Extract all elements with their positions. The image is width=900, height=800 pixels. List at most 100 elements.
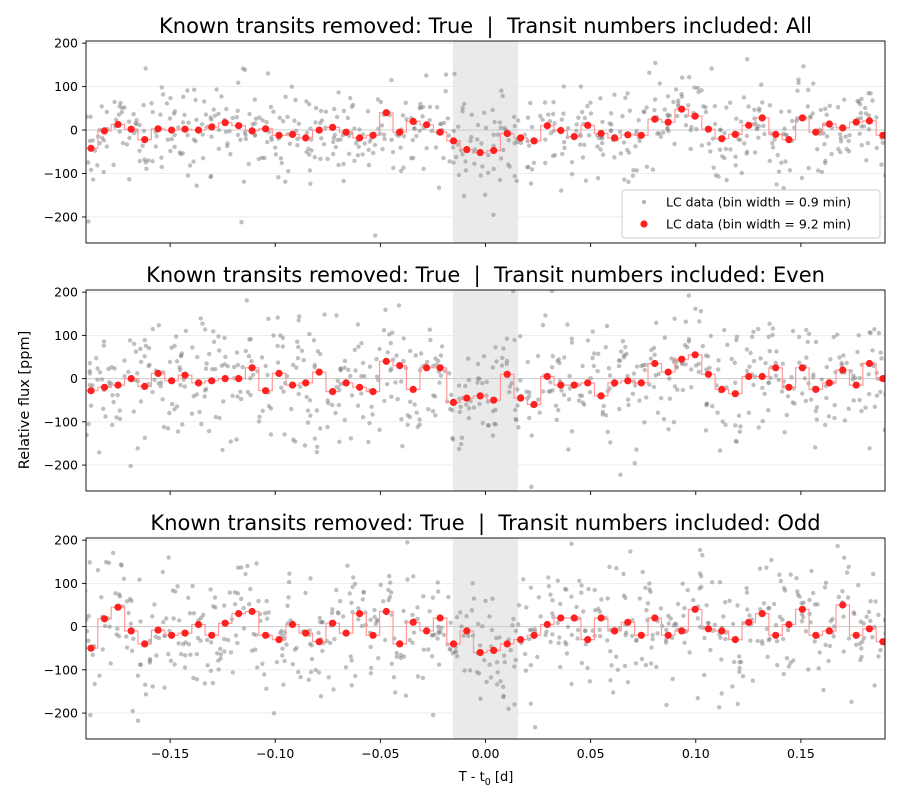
raw-data-point — [257, 115, 262, 120]
raw-data-point — [241, 605, 246, 611]
raw-data-point — [413, 353, 418, 358]
raw-data-point — [466, 377, 472, 383]
binned-data-point — [315, 126, 323, 134]
raw-data-point — [525, 359, 530, 365]
raw-data-point — [836, 594, 841, 600]
raw-data-point — [95, 163, 100, 168]
raw-data-point — [248, 376, 253, 381]
raw-data-point — [682, 605, 687, 611]
raw-data-point — [101, 339, 107, 344]
raw-data-point — [543, 137, 548, 142]
raw-data-point — [758, 356, 763, 361]
raw-data-point — [761, 601, 767, 606]
raw-data-point — [767, 349, 772, 354]
y-tick-label: −200 — [44, 706, 78, 721]
raw-data-point — [475, 122, 481, 128]
raw-data-point — [160, 569, 165, 575]
raw-data-point — [97, 673, 102, 678]
raw-data-point — [637, 138, 642, 144]
raw-data-point — [710, 404, 715, 409]
raw-data-point — [193, 139, 198, 144]
raw-data-point — [308, 413, 313, 418]
raw-data-point — [118, 100, 123, 106]
raw-data-point — [365, 109, 371, 114]
raw-data-point — [307, 168, 313, 173]
raw-data-point — [385, 350, 390, 355]
raw-data-point — [474, 669, 480, 675]
raw-data-point — [146, 345, 152, 351]
raw-data-point — [703, 428, 709, 433]
raw-data-point — [436, 185, 442, 190]
raw-data-point — [752, 107, 757, 113]
raw-data-point — [292, 118, 297, 123]
raw-data-point — [550, 354, 555, 359]
raw-data-point — [138, 399, 144, 404]
raw-data-point — [393, 690, 398, 695]
raw-data-point — [253, 116, 259, 121]
x-tick-label: 0.00 — [472, 746, 500, 761]
raw-data-point — [536, 595, 541, 600]
raw-data-point — [263, 363, 268, 369]
binned-data-point — [798, 364, 807, 372]
raw-data-point — [243, 571, 248, 577]
binned-data-point — [691, 351, 699, 359]
raw-data-point — [336, 402, 342, 408]
raw-data-point — [762, 391, 767, 396]
raw-data-point — [274, 660, 280, 665]
raw-data-point — [565, 322, 570, 327]
raw-data-point — [666, 621, 671, 626]
raw-data-point — [379, 123, 385, 128]
raw-data-point — [637, 596, 642, 601]
raw-data-point — [367, 364, 373, 369]
raw-data-point — [242, 67, 248, 73]
x-tick-label: 0.10 — [682, 746, 710, 761]
raw-data-point — [432, 394, 438, 399]
raw-data-point — [846, 406, 851, 411]
raw-data-point — [400, 444, 405, 449]
raw-data-point — [293, 97, 298, 103]
raw-data-point — [450, 145, 456, 150]
raw-data-point — [652, 108, 657, 113]
raw-data-point — [314, 408, 320, 413]
raw-data-point — [280, 335, 286, 341]
raw-data-point — [470, 581, 475, 586]
raw-data-point — [878, 350, 883, 355]
raw-data-point — [599, 136, 605, 141]
raw-data-point — [759, 82, 764, 87]
raw-data-point — [590, 355, 595, 361]
raw-data-point — [863, 105, 868, 111]
raw-data-point — [623, 95, 628, 101]
raw-data-point — [408, 399, 413, 404]
raw-data-point — [605, 596, 610, 601]
binned-data-point — [637, 379, 645, 387]
raw-data-point — [425, 359, 430, 365]
raw-data-point — [276, 175, 281, 180]
raw-data-point — [640, 569, 645, 575]
raw-data-point — [733, 423, 738, 428]
raw-data-point — [369, 404, 374, 409]
raw-data-point — [580, 400, 585, 405]
raw-data-point — [780, 617, 785, 622]
raw-data-point — [501, 147, 506, 153]
raw-data-point — [674, 365, 679, 370]
raw-data-point — [299, 348, 305, 353]
raw-data-point — [883, 173, 885, 178]
raw-data-point — [464, 614, 469, 619]
raw-data-point — [460, 152, 465, 157]
raw-data-point — [643, 662, 649, 668]
raw-data-point — [781, 585, 787, 591]
raw-data-point — [780, 361, 785, 366]
raw-data-point — [252, 97, 257, 102]
raw-data-point — [513, 417, 518, 422]
raw-data-point — [561, 111, 566, 116]
raw-data-point — [617, 129, 623, 134]
raw-data-point — [596, 351, 601, 356]
raw-data-point — [803, 629, 809, 634]
binned-data-point — [342, 128, 350, 136]
raw-data-point — [178, 353, 184, 358]
raw-data-point — [353, 673, 358, 679]
binned-data-point — [543, 620, 551, 629]
raw-data-point — [213, 366, 218, 372]
raw-data-point — [832, 624, 837, 629]
